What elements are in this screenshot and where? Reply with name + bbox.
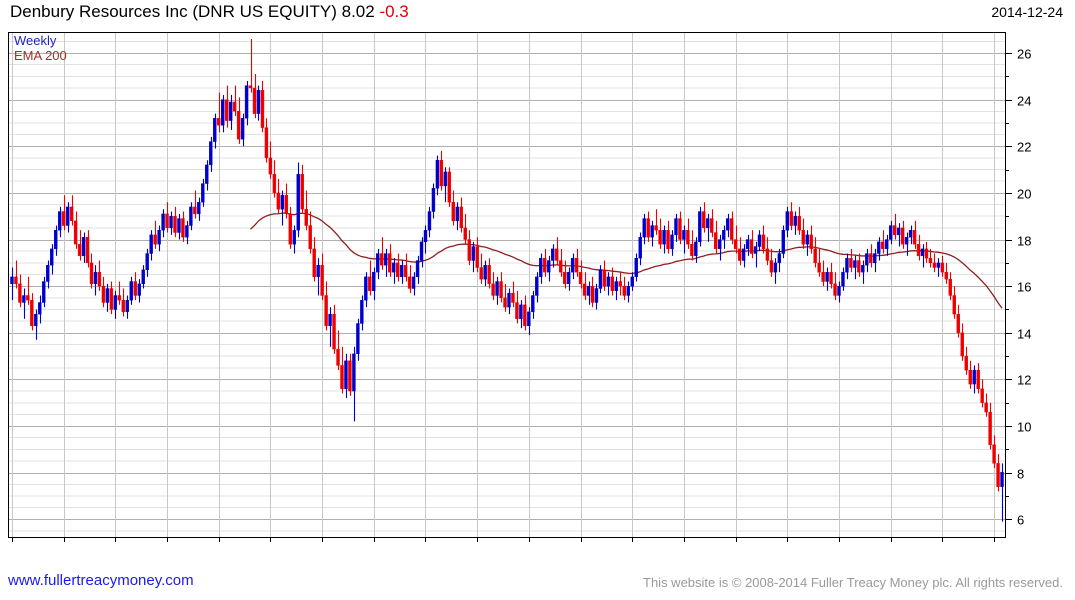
quote-date: 2014-12-24: [991, 4, 1063, 20]
copyright-notice: This website is © 2008-2014 Fuller Treac…: [643, 575, 1063, 590]
price-change: -0.3: [379, 2, 409, 21]
axes: 2010AprJulOct2011AprJulOct2012AprJulOct2…: [8, 32, 1031, 542]
svg-text:22: 22: [1017, 140, 1031, 155]
svg-text:16: 16: [1017, 280, 1031, 295]
candlestick-svg: 2010AprJulOct2011AprJulOct2012AprJulOct2…: [8, 32, 1031, 542]
candles: [10, 39, 1004, 522]
svg-text:8: 8: [1017, 467, 1024, 482]
svg-text:10: 10: [1017, 420, 1031, 435]
svg-text:18: 18: [1017, 234, 1031, 249]
ema-200-line: [250, 212, 1003, 309]
svg-text:12: 12: [1017, 373, 1031, 388]
svg-text:20: 20: [1017, 187, 1031, 202]
site-url[interactable]: www.fullertreacymoney.com: [8, 572, 194, 589]
chart-plot-area[interactable]: 2010AprJulOct2011AprJulOct2012AprJulOct2…: [0, 30, 1075, 542]
grid-major: [8, 32, 1006, 538]
chart-header: Denbury Resources Inc (DNR US EQUITY) 8.…: [0, 0, 1075, 30]
svg-text:26: 26: [1017, 47, 1031, 62]
page-title: Denbury Resources Inc (DNR US EQUITY) 8.…: [10, 2, 409, 22]
svg-text:24: 24: [1017, 94, 1031, 109]
instrument-name: Denbury Resources Inc (DNR US EQUITY): [10, 2, 337, 21]
last-price: 8.02: [341, 2, 375, 21]
chart-legend: Weekly EMA 200: [14, 33, 67, 63]
legend-ema-200: EMA 200: [14, 48, 67, 63]
svg-text:6: 6: [1017, 513, 1024, 528]
svg-text:14: 14: [1017, 327, 1031, 342]
legend-interval: Weekly: [14, 33, 57, 48]
chart-footer: www.fullertreacymoney.com This website i…: [0, 570, 1075, 600]
